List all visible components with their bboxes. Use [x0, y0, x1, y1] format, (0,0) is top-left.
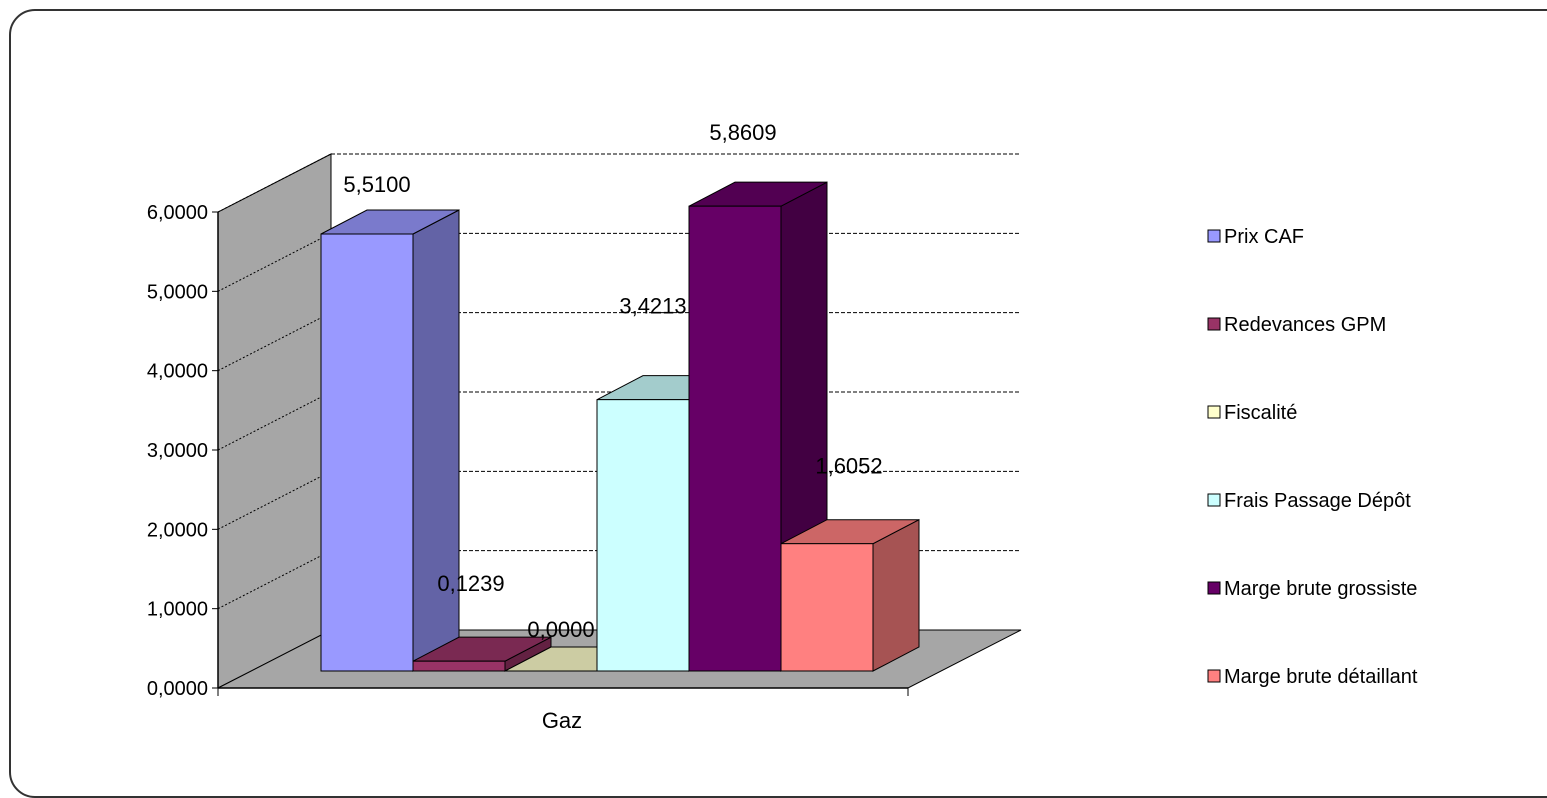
legend-entry: Frais Passage Dépôt [1208, 490, 1411, 512]
data-label: 1,6052 [815, 454, 882, 479]
legend-entry: Fiscalité [1208, 402, 1297, 424]
y-tick-label: 4,0000 [147, 361, 208, 383]
bar-prix-caf [321, 210, 459, 671]
legend-swatch [1208, 230, 1220, 242]
bar-marge-brute-d-taillant [781, 520, 919, 671]
bar-front [689, 206, 781, 671]
y-tick-label: 1,0000 [147, 599, 208, 621]
legend-entry: Marge brute grossiste [1208, 578, 1417, 600]
legend-entry: Prix CAF [1208, 226, 1304, 248]
legend-entry: Marge brute détaillant [1208, 666, 1418, 688]
legend-label: Marge brute grossiste [1224, 578, 1417, 600]
category-label: Gaz [542, 708, 582, 733]
data-label: 0,0000 [527, 617, 594, 642]
y-tick-label: 3,0000 [147, 440, 208, 462]
bar-front [597, 400, 689, 671]
legend-swatch [1208, 318, 1220, 330]
legend: Prix CAF Redevances GPM Fiscalité Frais Pas… [1208, 226, 1418, 688]
bar-side [873, 520, 919, 671]
bar-front [413, 661, 505, 671]
legend-label: Prix CAF [1224, 226, 1304, 248]
legend-entry: Redevances GPM [1208, 314, 1386, 336]
y-tick-label: 5,0000 [147, 281, 208, 303]
legend-swatch [1208, 494, 1220, 506]
bar-front [781, 544, 873, 671]
data-label: 3,4213 [619, 294, 686, 319]
y-tick-label: 2,0000 [147, 519, 208, 541]
legend-label: Marge brute détaillant [1224, 666, 1418, 688]
data-label: 5,5100 [343, 172, 410, 197]
legend-label: Frais Passage Dépôt [1224, 490, 1411, 512]
data-label: 5,8609 [709, 120, 776, 145]
side-wall [218, 154, 331, 688]
bar-side [413, 210, 459, 671]
legend-swatch [1208, 670, 1220, 682]
legend-swatch [1208, 582, 1220, 594]
y-tick-label: 6,0000 [147, 202, 208, 224]
legend-label: Fiscalité [1224, 402, 1297, 424]
bar-front [321, 234, 413, 671]
data-label: 0,1239 [437, 571, 504, 596]
legend-swatch [1208, 406, 1220, 418]
bars [321, 182, 919, 671]
y-tick-label: 0,0000 [147, 678, 208, 700]
legend-label: Redevances GPM [1224, 314, 1386, 336]
